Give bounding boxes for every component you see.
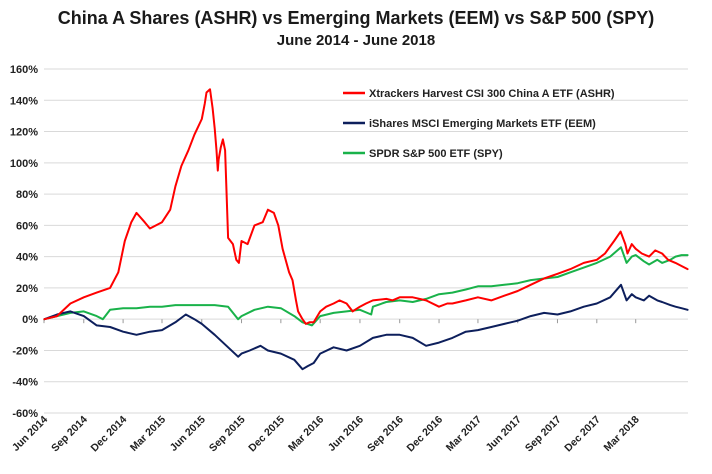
- y-axis-ticks: 160% 140% 120% 100% 80% 60% 40% 20% 0% -20% -40% -6…: [10, 64, 38, 420]
- x-tick-label: Mar 2016: [286, 414, 326, 454]
- legend-label: Xtrackers Harvest CSI 300 China A ETF (A…: [369, 88, 615, 100]
- x-tick-label: Sep 2016: [365, 414, 406, 455]
- y-tick-label: 20%: [16, 283, 38, 295]
- chart-title: China A Shares (ASHR) vs Emerging Market…: [57, 8, 655, 28]
- y-tick-label: -40%: [12, 377, 38, 389]
- x-tick-label: Mar 2017: [444, 414, 484, 454]
- y-tick-label: -20%: [12, 345, 38, 357]
- y-tick-label: 0%: [22, 314, 38, 326]
- gridlines: [44, 68, 688, 414]
- x-tick-label: Dec 2017: [562, 414, 603, 455]
- x-tick-label: Mar 2018: [602, 414, 642, 454]
- y-tick-label: 160%: [10, 64, 38, 76]
- series-line-0: [43, 88, 689, 325]
- legend-label: iShares MSCI Emerging Markets ETF (EEM): [369, 118, 596, 130]
- legend: Xtrackers Harvest CSI 300 China A ETF (A…: [343, 88, 615, 160]
- y-tick-label: 100%: [10, 158, 38, 170]
- legend-label: SPDR S&P 500 ETF (SPY): [369, 148, 503, 160]
- x-tick-label: Mar 2015: [128, 414, 168, 454]
- series-line-1: [43, 283, 689, 371]
- x-tick-label: Dec 2015: [246, 414, 287, 455]
- x-tick-label: Sep 2014: [49, 414, 90, 455]
- y-tick-label: 120%: [10, 127, 38, 139]
- series-lines: [43, 88, 689, 371]
- x-tick-label: Dec 2016: [404, 414, 445, 455]
- y-tick-label: 40%: [16, 252, 38, 264]
- x-tick-label: Sep 2017: [523, 414, 564, 455]
- x-tick-label: Jun 2015: [168, 414, 208, 454]
- y-tick-label: 60%: [16, 220, 38, 232]
- y-tick-label: 140%: [10, 95, 38, 107]
- x-tick-label: Dec 2014: [89, 414, 130, 455]
- x-tick-label: Jun 2017: [484, 414, 524, 454]
- chart-subtitle: June 2014 - June 2018: [276, 32, 436, 49]
- y-tick-label: -60%: [12, 408, 38, 420]
- y-tick-label: 80%: [16, 189, 38, 201]
- x-tick-label: Sep 2015: [207, 414, 248, 455]
- x-tick-label: Jun 2016: [326, 414, 366, 454]
- series-line-2: [43, 246, 689, 327]
